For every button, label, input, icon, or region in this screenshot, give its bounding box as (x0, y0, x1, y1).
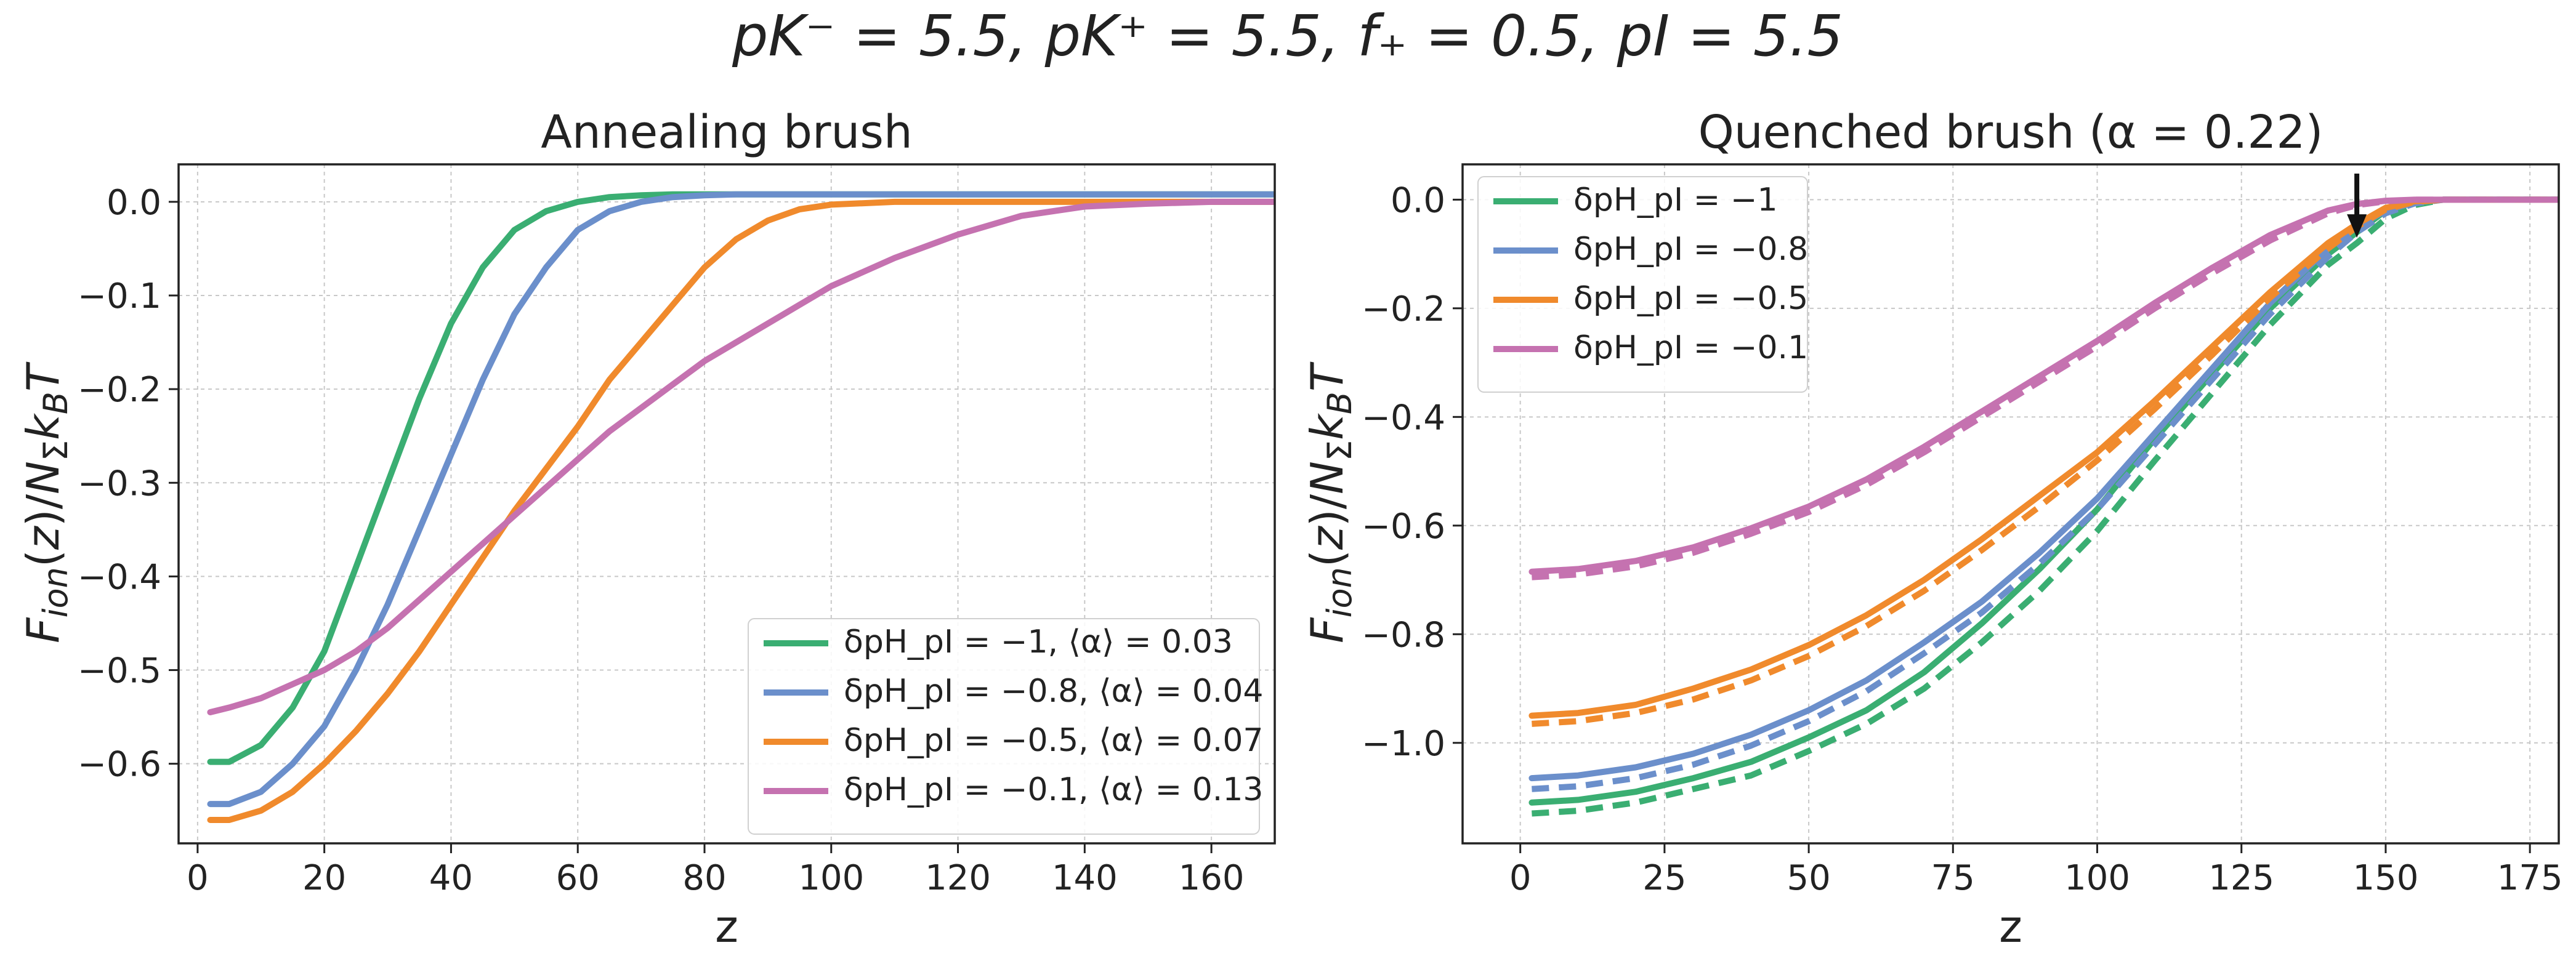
legend-box (748, 618, 1260, 835)
panel-title: Annealing brush (541, 106, 913, 159)
y-label-part: k (1301, 412, 1353, 440)
y-label-part: ion (1320, 567, 1359, 617)
y-label-part: F (17, 617, 69, 643)
legend-label: δpH_pI = −0.1, ⟨α⟩ = 0.13 (844, 771, 1263, 808)
y-tick-label: −0.5 (78, 651, 161, 691)
y-label-part: Σ (36, 440, 75, 461)
legend-label: δpH_pI = −0.1 (1573, 329, 1808, 366)
x-tick-label: 0 (1509, 858, 1532, 898)
y-label-part: k (17, 412, 69, 440)
x-tick-label: 60 (556, 858, 600, 898)
annotation-arrow-head (2347, 214, 2367, 238)
legend-label: δpH_pI = −0.8, ⟨α⟩ = 0.04 (844, 673, 1263, 710)
x-tick-label: 0 (187, 858, 209, 898)
x-tick-label: 100 (2064, 858, 2130, 898)
series-line-1 (207, 191, 1275, 808)
y-label-part: )/ (17, 494, 69, 526)
y-tick-label: −0.1 (78, 276, 161, 316)
y-tick-label: 0.0 (107, 183, 161, 223)
series-line-3 (1532, 196, 2559, 792)
y-tick-label: −0.8 (1362, 615, 1445, 655)
y-label-part: z (17, 525, 69, 550)
y-label-part: ( (1301, 550, 1353, 567)
legend-label: δpH_pI = −1 (1573, 182, 1778, 219)
y-label-part: Σ (1320, 440, 1359, 461)
y-tick-label: −0.4 (1362, 398, 1445, 438)
legend-label: δpH_pI = −0.5, ⟨α⟩ = 0.07 (844, 722, 1263, 759)
quenched-panel: 0 25 50 75 100 125 150 175 0.0 −0.2 −0.4 −0.6 −0.8 −1… (1301, 106, 2563, 952)
y-tick-label: −0.3 (78, 464, 161, 504)
x-tick-label: 120 (925, 858, 991, 898)
y-label-part: T (17, 361, 69, 392)
y-label-part: N (17, 461, 69, 494)
y-label-part: T (1301, 361, 1353, 392)
x-axis-label: z (1999, 901, 2022, 952)
y-axis-label: Fion(z)/NΣkBT (1301, 361, 1359, 643)
axes-frame (177, 163, 1276, 845)
annealing-panel: 0 20 40 60 80 100 120 140 160 0.0 −0.1 −0.2 −0.3 −0.4… (17, 106, 1276, 952)
x-tick-label: 150 (2353, 858, 2419, 898)
panel-title: Quenched brush (α = 0.22) (1698, 106, 2324, 159)
y-tick-label: −0.6 (78, 745, 161, 785)
x-tick-label: 100 (798, 858, 864, 898)
y-label-part: ( (17, 550, 69, 567)
series-line-2 (207, 198, 1275, 823)
y-tick-label: −0.4 (78, 557, 161, 597)
x-tick-label: 20 (302, 858, 346, 898)
x-tick-label: 50 (1787, 858, 1830, 898)
x-tick-label: 25 (1642, 858, 1686, 898)
x-tick-label: 160 (1179, 858, 1245, 898)
series-line-3 (207, 198, 1275, 715)
y-tick-label: −0.2 (1362, 289, 1445, 329)
x-tick-label: 175 (2497, 858, 2563, 898)
y-tick-label: −1.0 (1362, 724, 1445, 764)
y-label-part: ion (36, 567, 75, 617)
x-tick-label: 125 (2208, 858, 2274, 898)
y-label-part: )/ (1301, 494, 1353, 526)
y-label-part: N (1301, 461, 1353, 494)
y-axis-label: Fion(z)/NΣkBT (17, 361, 75, 643)
y-tick-label: 0.0 (1391, 180, 1445, 220)
legend-label: δpH_pI = −0.8 (1573, 231, 1808, 268)
x-tick-label: 40 (429, 858, 473, 898)
series-group (207, 191, 1275, 823)
y-label-part: z (1301, 525, 1353, 550)
x-tick-label: 80 (682, 858, 726, 898)
y-label-part: B (36, 392, 75, 414)
y-label-part: B (1320, 392, 1359, 414)
x-tick-label: 75 (1931, 858, 1975, 898)
series-line-7 (1532, 196, 2559, 580)
figure-title: pK⁻ = 5.5, pK⁺ = 5.5, f₊ = 0.5, pI = 5.5 (732, 3, 1843, 69)
y-tick-label: −0.6 (1362, 507, 1445, 547)
y-tick-label: −0.2 (78, 370, 161, 410)
x-axis-label: z (715, 901, 738, 952)
axes-frame (1461, 163, 2560, 845)
series-group (1528, 196, 2559, 817)
y-label-part: F (1301, 617, 1353, 643)
legend-box (1477, 176, 1808, 393)
x-tick-label: 140 (1052, 858, 1118, 898)
legend-label: δpH_pI = −1, ⟨α⟩ = 0.03 (844, 624, 1233, 661)
legend-label: δpH_pI = −0.5 (1573, 280, 1808, 317)
